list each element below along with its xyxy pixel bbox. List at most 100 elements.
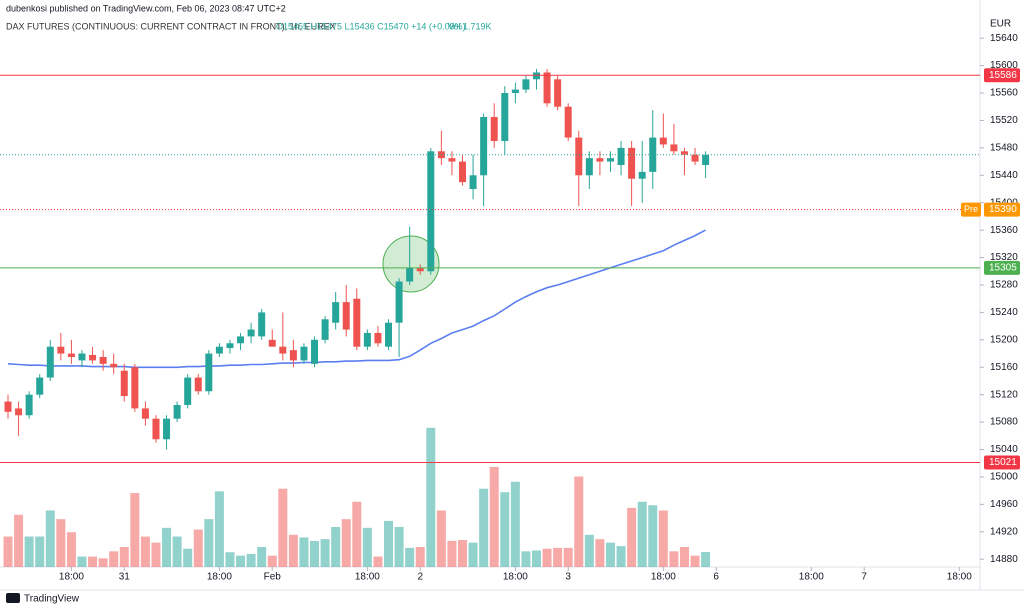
candle-body: [194, 377, 202, 392]
candle-body: [89, 354, 97, 361]
candle-body: [459, 161, 467, 183]
level-label-box: [984, 260, 1020, 275]
published: dubenkosi published on TradingView.com, …: [6, 3, 286, 13]
y-tick-label: 15000: [990, 472, 1018, 483]
volume-bar: [701, 552, 711, 567]
volume-bar: [45, 510, 55, 567]
volume-bar: [77, 556, 87, 567]
candle-body: [490, 117, 498, 142]
volume-bar: [426, 427, 436, 567]
volume-bar: [447, 540, 457, 567]
x-tick-label: 31: [119, 572, 131, 583]
x-tick-label: 18:00: [947, 572, 972, 583]
symbol: DAX FUTURES (CONTINUOUS: CURRENT CONTRAC…: [6, 21, 336, 31]
candle-body: [279, 346, 287, 354]
volume-bar: [690, 555, 700, 567]
volume-bar: [521, 551, 531, 567]
volume-bar: [352, 501, 362, 567]
volume-bar: [204, 519, 214, 567]
candle-body: [131, 367, 139, 409]
volume-bar: [394, 526, 404, 567]
y-tick-label: 15160: [990, 362, 1018, 373]
candle-body: [532, 72, 540, 80]
volume-bar: [88, 556, 98, 567]
volume-bar: [172, 536, 182, 567]
y-tick-label: 15280: [990, 280, 1018, 291]
x-tick-label: 18:00: [355, 572, 380, 583]
volume-bar: [415, 546, 425, 567]
volume-bar: [278, 488, 288, 567]
level-label: 15586: [989, 70, 1017, 81]
candle-body: [163, 418, 171, 440]
candle-body: [226, 343, 234, 349]
level-tag: Pre: [964, 204, 978, 214]
volume-bar: [225, 552, 235, 567]
y-tick-label: 14880: [990, 554, 1018, 565]
volume-bar: [140, 536, 150, 567]
brand-logo: [6, 593, 20, 603]
candle-body: [659, 137, 667, 145]
x-tick-label: 2: [417, 572, 423, 583]
volume-bar: [553, 547, 563, 567]
candle-body: [46, 346, 54, 378]
x-tick-label: 18:00: [651, 572, 676, 583]
volume-bar: [479, 488, 489, 567]
candle-body: [596, 158, 604, 162]
candle-body: [353, 298, 361, 347]
volume-bar: [563, 547, 573, 567]
candle-body: [141, 408, 149, 419]
y-tick-label: 15240: [990, 307, 1018, 318]
level-label: 15021: [989, 457, 1017, 468]
volume-bar: [489, 466, 499, 567]
volume-bar: [310, 540, 320, 567]
candle-body: [321, 319, 329, 340]
candle-body: [4, 401, 12, 412]
volume-bar: [151, 542, 161, 567]
volume-bar: [24, 536, 34, 567]
x-tick-label: 7: [861, 572, 867, 583]
candle-body: [311, 339, 319, 364]
candle-body: [57, 346, 65, 354]
volume-bar: [98, 558, 108, 567]
y-tick-label: 15320: [990, 252, 1018, 263]
y-tick-label: 15560: [990, 88, 1018, 99]
candle-body: [680, 151, 688, 155]
candle-body: [395, 281, 403, 323]
candle-body: [215, 346, 223, 354]
candle-body: [184, 377, 192, 405]
volume-bar: [637, 501, 647, 567]
y-tick-label: 15200: [990, 334, 1018, 345]
volume-bar: [468, 542, 478, 567]
candle-body: [543, 72, 551, 104]
candle-body: [554, 79, 562, 107]
volume-bar: [373, 556, 383, 567]
candle-body: [448, 158, 456, 162]
volume-bar: [288, 534, 298, 567]
volume-bar: [193, 529, 203, 567]
volume-bar: [320, 539, 330, 567]
x-tick-label: 3: [565, 572, 571, 583]
x-tick-label: 18:00: [799, 572, 824, 583]
volume-bar: [299, 537, 309, 567]
candle-body: [36, 377, 44, 395]
x-tick-label: 18:00: [503, 572, 528, 583]
volume-bar: [35, 536, 45, 567]
volume-bar: [595, 539, 605, 567]
candle-body: [67, 353, 75, 357]
y-tick-label: 15360: [990, 225, 1018, 236]
y-tick-label: 15120: [990, 389, 1018, 400]
volume-bar: [658, 510, 668, 567]
volume-bar: [405, 547, 415, 567]
currency: EUR: [990, 19, 1011, 30]
volume-bar: [510, 481, 520, 567]
candle-body: [649, 137, 657, 172]
candle-body: [416, 267, 424, 272]
brand: TradingView: [24, 594, 80, 605]
volume-bar: [183, 548, 193, 567]
volume-bar: [500, 492, 510, 567]
highlight-circle: [382, 235, 440, 293]
candle-body: [628, 147, 636, 179]
volume-bar: [436, 510, 446, 567]
candle-body: [173, 404, 181, 419]
